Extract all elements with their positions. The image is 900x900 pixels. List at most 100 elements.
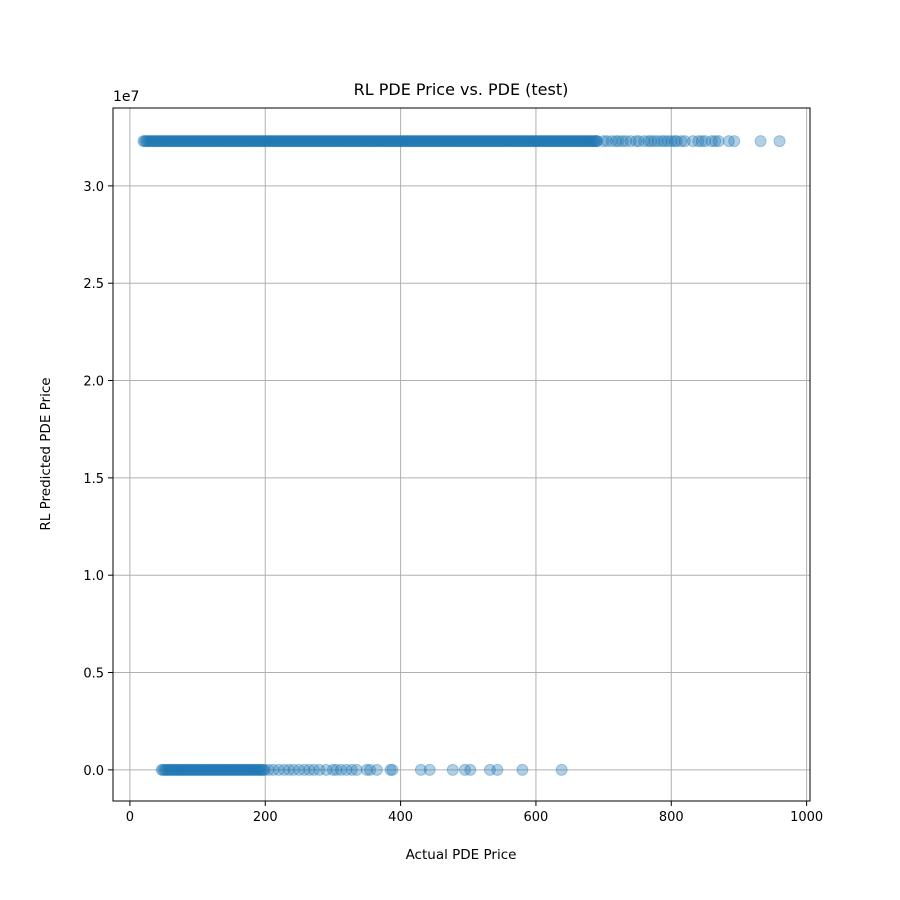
scatter-point [547,135,560,148]
scatter-point [332,135,345,148]
scatter-point [155,763,168,776]
scatter-point [186,763,199,776]
scatter-point [155,135,168,148]
scatter-point [423,763,436,776]
scatter-point [173,763,186,776]
scatter-point [529,135,542,148]
scatter-point [540,135,553,148]
scatter-point [440,135,453,148]
scatter-point [590,135,603,148]
scatter-point [236,763,249,776]
scatter-point [678,135,691,148]
scatter-point [194,135,207,148]
scatter-point [247,135,260,148]
scatter-point [686,135,699,148]
scatter-point [318,135,331,148]
scatter-point [358,135,371,148]
scatter-point [253,135,266,148]
scatter-point [160,135,173,148]
scatter-point [699,135,712,148]
scatter-point [401,135,414,148]
scatter-point [190,763,203,776]
scatter-point [232,135,245,148]
scatter-point [665,135,678,148]
scatter-point [325,135,338,148]
scatter-point [544,135,557,148]
scatter-point [230,135,243,148]
scatter-point [368,135,381,148]
scatter-point [314,135,327,148]
scatter-point [485,135,498,148]
scatter-point [320,135,333,148]
scatter-point [372,135,385,148]
scatter-point [454,135,467,148]
scatter-point [272,135,285,148]
scatter-point [156,135,169,148]
scatter-point [446,763,459,776]
scatter-point [447,135,460,148]
scatter-point [405,135,418,148]
scatter-point [600,135,613,148]
scatter-point [330,763,343,776]
scatter-point [298,763,311,776]
scatter-point [467,135,480,148]
scatter-point [229,135,242,148]
scatter-point [466,135,479,148]
scatter-point [268,135,281,148]
scatter-point [535,135,548,148]
scatter-point [150,135,163,148]
scatter-point [397,135,410,148]
scatter-point [555,763,568,776]
scatter-point [363,135,376,148]
scatter-point [384,763,397,776]
scatter-point [570,135,583,148]
scatter-point [364,763,377,776]
scatter-point [578,135,591,148]
scatter-point [692,135,705,148]
scatter-point [169,135,182,148]
scatter-point [489,135,502,148]
scatter-point [349,135,362,148]
scatter-point [589,135,602,148]
y-tick-label: 0.0 [83,764,104,779]
scatter-point [186,135,199,148]
scatter-point [502,135,515,148]
scatter-point [216,763,229,776]
scatter-point [462,135,475,148]
scatter-point [243,763,256,776]
scatter-point [190,135,203,148]
scatter-point [552,135,565,148]
scatter-point [616,135,629,148]
scatter-point [307,763,320,776]
scatter-point [181,763,194,776]
scatter-point [427,135,440,148]
scatter-point [386,763,399,776]
scatter-point [366,135,379,148]
scatter-point [198,135,211,148]
scatter-point [597,135,610,148]
scatter-point [584,135,597,148]
scatter-point [255,763,268,776]
scatter-point [571,135,584,148]
scatter-point [182,135,195,148]
scatter-point [263,135,276,148]
scatter-point [271,135,284,148]
scatter-point [159,135,172,148]
scatter-point [248,135,261,148]
scatter-point [164,135,177,148]
scatter-point [201,135,214,148]
scatter-point [406,135,419,148]
scatter-point [224,763,237,776]
scatter-point [355,135,368,148]
scatter-point [554,135,567,148]
scatter-point [441,135,454,148]
scatter-point [382,135,395,148]
scatter-point [326,135,339,148]
scatter-point [531,135,544,148]
scatter-point [456,135,469,148]
scatter-point [218,135,231,148]
scatter-point [642,135,655,148]
scatter-point [670,135,683,148]
scatter-point [550,135,563,148]
scatter-point [451,135,464,148]
